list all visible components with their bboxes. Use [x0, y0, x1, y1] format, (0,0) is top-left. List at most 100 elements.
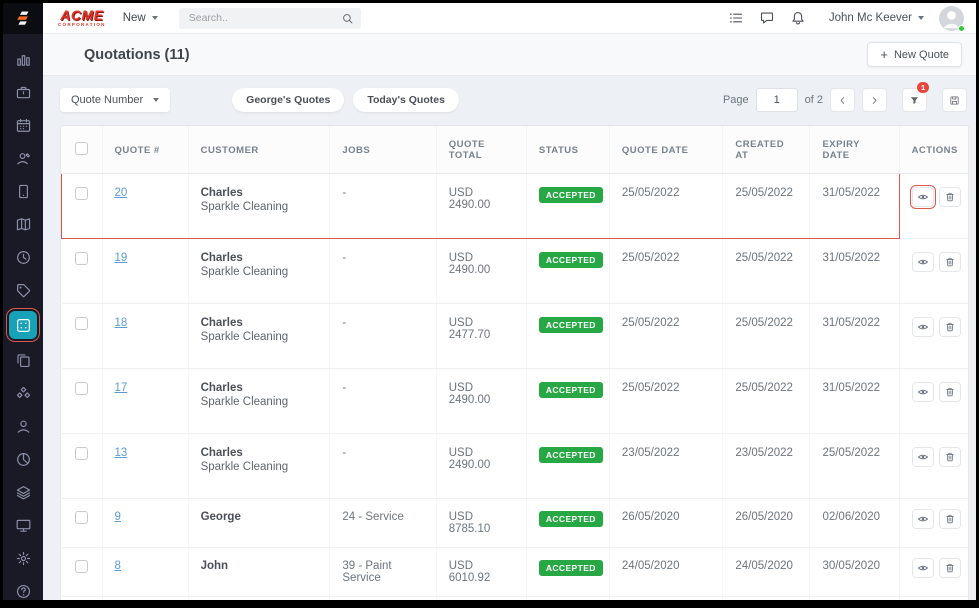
delete-quote-button[interactable] — [938, 509, 961, 529]
jobs-cell: 39 - Paint Service — [329, 547, 437, 597]
view-quote-button[interactable] — [911, 447, 934, 467]
quote-date-cell: 25/05/2022 — [609, 303, 724, 369]
user-name-label: John Mc Keever — [828, 12, 912, 24]
company-logo[interactable]: ACME CORPORATION — [58, 8, 106, 28]
sidebar-item-inventory[interactable] — [9, 480, 37, 504]
quote-total-cell: USD 2490.00 — [436, 433, 527, 499]
pagination: Page of 2 1 — [722, 82, 967, 112]
sidebar-item-maps[interactable] — [9, 212, 37, 236]
quote-number-link[interactable]: 9 — [114, 511, 121, 523]
sidebar-item-quotations[interactable] — [6, 308, 40, 342]
sidebar-item-dashboard[interactable] — [9, 47, 37, 71]
view-quote-button[interactable] — [911, 382, 934, 402]
page-input[interactable] — [755, 88, 798, 112]
status-badge: ACCEPTED — [538, 447, 603, 463]
quotations-table-card: QUOTE # CUSTOMER JOBS QUOTE TOTAL STATUS QUOT… — [60, 125, 969, 600]
quote-date-cell: 25/05/2022 — [609, 368, 724, 434]
quote-number-link[interactable]: 19 — [114, 252, 128, 264]
sidebar-item-settings[interactable] — [9, 546, 37, 570]
quote-total-cell: USD 1722.00 — [436, 596, 527, 600]
chat-icon[interactable] — [759, 10, 775, 26]
delete-quote-button[interactable] — [938, 252, 961, 272]
next-page-button[interactable] — [862, 88, 887, 112]
app-logo[interactable] — [3, 3, 43, 34]
sidebar-item-users[interactable] — [9, 414, 37, 438]
new-menu-button[interactable]: New — [123, 12, 158, 24]
sidebar-item-tags[interactable] — [9, 278, 37, 302]
filter-button[interactable]: 1 — [902, 82, 930, 112]
sidebar-item-jobs[interactable] — [9, 80, 37, 104]
delete-quote-button[interactable] — [938, 558, 961, 578]
sidebar-item-devices[interactable] — [9, 179, 37, 203]
sidebar-item-help[interactable] — [9, 579, 37, 600]
sidebar-item-schedule[interactable] — [9, 113, 37, 137]
row-checkbox[interactable] — [74, 511, 88, 524]
row-checkbox[interactable] — [75, 187, 88, 200]
sidebar-nav — [3, 34, 43, 600]
flash-logo-icon — [16, 11, 28, 25]
select-all-checkbox[interactable] — [74, 141, 88, 155]
row-checkbox[interactable] — [74, 382, 88, 395]
user-menu[interactable]: John Mc Keever — [829, 12, 924, 24]
sidebar-item-assets[interactable] — [9, 381, 37, 405]
customer-name: Charles — [200, 252, 243, 264]
gear-icon — [15, 550, 32, 567]
search-input[interactable] — [178, 7, 361, 29]
table-header-cell: JOBS — [329, 126, 437, 174]
created-at-cell: 26/05/2020 — [722, 498, 811, 548]
quote-number-link[interactable]: 17 — [114, 382, 128, 394]
page-label: Page — [722, 94, 749, 106]
sidebar-item-documents[interactable] — [9, 348, 37, 372]
save-view-button[interactable] — [942, 88, 967, 112]
delete-quote-button[interactable] — [938, 187, 961, 207]
list-menu-icon[interactable] — [728, 10, 744, 26]
quotations-table: QUOTE # CUSTOMER JOBS QUOTE TOTAL STATUS QUOT… — [61, 126, 968, 600]
chip-todays-quotes[interactable]: Today's Quotes — [353, 88, 459, 112]
expiry-date-cell: 31/05/2022 — [809, 368, 900, 434]
quote-number-link[interactable]: 8 — [114, 560, 121, 572]
copy-icon — [15, 352, 32, 369]
view-quote-button[interactable] — [911, 509, 934, 529]
view-quote-button[interactable] — [909, 185, 936, 209]
quote-number-link[interactable]: 13 — [114, 447, 128, 459]
delete-quote-button[interactable] — [938, 317, 961, 337]
new-quote-button[interactable]: + New Quote — [867, 42, 962, 67]
table-row: 19 Charles Sparkle Cleaning - USD 2490.00 ACC… — [61, 238, 968, 304]
notifications-bell-icon[interactable] — [790, 10, 806, 26]
bar-chart-icon — [15, 51, 32, 68]
created-at-cell: 25/05/2022 — [722, 238, 811, 304]
calendar-icon — [15, 117, 32, 134]
delete-quote-button[interactable] — [938, 382, 961, 402]
status-badge: ACCEPTED — [538, 560, 603, 576]
prev-page-button[interactable] — [830, 88, 855, 112]
row-checkbox[interactable] — [74, 447, 88, 460]
view-quote-button[interactable] — [911, 558, 934, 578]
status-badge: ACCEPTED — [538, 252, 603, 268]
quote-number-dropdown[interactable]: Quote Number — [60, 88, 171, 112]
customer-company: Sparkle Cleaning — [200, 396, 289, 408]
customer-name: George — [200, 511, 241, 523]
sidebar-item-customers[interactable] — [9, 146, 37, 170]
avatar[interactable] — [939, 5, 965, 32]
table-header-cell: QUOTE TOTAL — [436, 126, 527, 174]
view-quote-button[interactable] — [911, 317, 934, 337]
delete-quote-button[interactable] — [938, 447, 961, 467]
help-icon — [15, 583, 32, 600]
row-checkbox[interactable] — [74, 252, 88, 265]
quote-date-cell: 26/05/2020 — [609, 498, 724, 548]
quote-number-link[interactable]: 20 — [114, 187, 128, 199]
view-quote-button[interactable] — [911, 252, 934, 272]
pie-icon — [15, 451, 32, 468]
sidebar-item-reports[interactable] — [9, 447, 37, 471]
chip-georges-quotes[interactable]: George's Quotes — [232, 88, 345, 112]
row-checkbox[interactable] — [74, 560, 88, 573]
jobs-cell: - — [329, 368, 437, 434]
user-icon — [15, 418, 32, 435]
sidebar-item-workstation[interactable] — [9, 513, 37, 537]
page-total-label: of 2 — [804, 94, 823, 106]
funnel-icon — [909, 95, 920, 106]
row-checkbox[interactable] — [74, 317, 88, 330]
table-header-cell — [61, 126, 103, 174]
quote-number-link[interactable]: 18 — [114, 317, 128, 329]
sidebar-item-timesheets[interactable] — [9, 245, 37, 269]
